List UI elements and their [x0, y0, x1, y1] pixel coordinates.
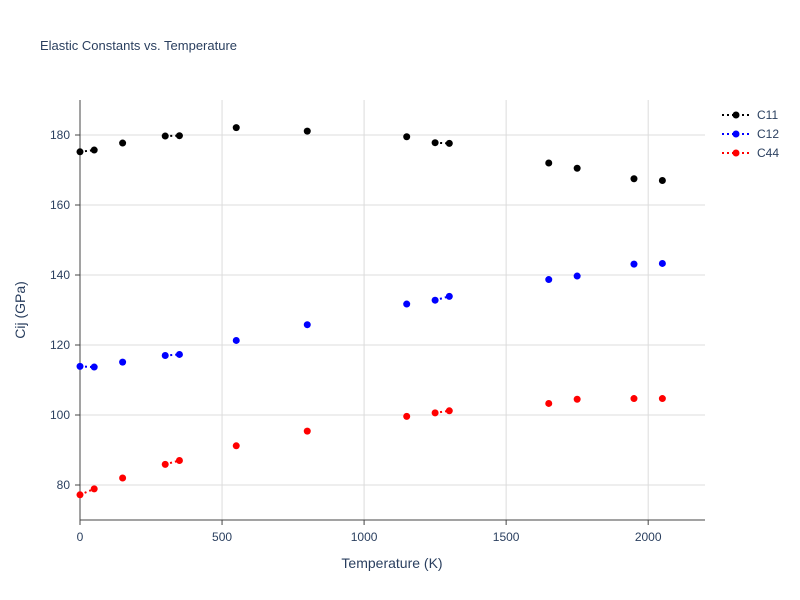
x-tick-label: 0 — [77, 530, 84, 544]
data-point[interactable] — [658, 259, 666, 267]
x-tick-label: 2000 — [635, 530, 662, 544]
axes: 0 500 1000 1500 2000 80 100 120 140 160 180 — [50, 100, 705, 544]
x-tick-label: 500 — [212, 530, 232, 544]
data-point[interactable] — [232, 124, 240, 132]
data-point[interactable] — [76, 491, 84, 499]
x-tick-label: 1500 — [493, 530, 520, 544]
data-point[interactable] — [545, 399, 553, 407]
legend-marker — [732, 111, 740, 119]
data-point[interactable] — [431, 296, 439, 304]
data-point[interactable] — [431, 409, 439, 417]
legend-label: C44 — [757, 146, 779, 160]
data-point[interactable] — [76, 148, 84, 156]
y-tick-label: 160 — [50, 198, 70, 212]
data-point[interactable] — [76, 362, 84, 370]
legend-label: C12 — [757, 127, 779, 141]
data-point[interactable] — [630, 175, 638, 183]
series-c44 — [76, 395, 666, 499]
y-tick-label: 100 — [50, 408, 70, 422]
data-point[interactable] — [175, 457, 183, 464]
legend-marker — [732, 130, 740, 138]
data-point[interactable] — [630, 395, 638, 403]
legend-item-c11[interactable]: C11 — [722, 108, 778, 122]
data-point[interactable] — [445, 407, 453, 415]
data-point[interactable] — [658, 177, 666, 184]
legend-item-c12[interactable]: C12 — [722, 127, 779, 141]
data-point[interactable] — [90, 363, 98, 371]
x-tick-label: 1000 — [351, 530, 378, 544]
data-point[interactable] — [658, 395, 666, 403]
data-point[interactable] — [119, 139, 127, 147]
legend-item-c44[interactable]: C44 — [722, 146, 779, 160]
data-point[interactable] — [175, 350, 183, 358]
legend-marker — [732, 149, 740, 157]
data-point[interactable] — [403, 300, 411, 308]
data-point[interactable] — [303, 427, 311, 435]
data-point[interactable] — [303, 127, 311, 135]
grid-lines — [80, 100, 705, 520]
data-point[interactable] — [630, 260, 638, 268]
series-layer — [76, 124, 666, 499]
data-point[interactable] — [161, 460, 169, 468]
data-point[interactable] — [119, 358, 127, 366]
data-point[interactable] — [573, 395, 581, 403]
y-tick-label: 120 — [50, 338, 70, 352]
data-point[interactable] — [573, 272, 581, 280]
x-axis-title: Temperature (K) — [341, 555, 442, 571]
data-point[interactable] — [431, 139, 439, 147]
data-point[interactable] — [303, 321, 311, 329]
data-point[interactable] — [119, 474, 127, 482]
y-tick-label: 180 — [50, 128, 70, 142]
data-point[interactable] — [175, 132, 183, 140]
y-tick-label: 140 — [50, 268, 70, 282]
data-point[interactable] — [545, 276, 553, 284]
data-point[interactable] — [403, 133, 411, 141]
data-point[interactable] — [232, 442, 240, 450]
y-tick-label: 80 — [57, 478, 71, 492]
chart-title: Elastic Constants vs. Temperature — [40, 38, 237, 53]
data-point[interactable] — [573, 164, 581, 172]
y-axis-title: Cij (GPa) — [12, 281, 28, 339]
data-point[interactable] — [545, 159, 553, 167]
series-c11 — [76, 124, 666, 184]
data-point[interactable] — [445, 292, 453, 300]
series-c12 — [76, 259, 666, 371]
data-point[interactable] — [445, 139, 453, 147]
data-point[interactable] — [161, 352, 169, 359]
data-point[interactable] — [161, 132, 169, 140]
legend[interactable]: C11 C12 C44 — [722, 108, 779, 160]
data-point[interactable] — [403, 412, 411, 420]
data-point[interactable] — [232, 336, 240, 344]
data-point[interactable] — [90, 146, 98, 154]
data-point[interactable] — [90, 485, 98, 493]
legend-label: C11 — [757, 108, 778, 122]
